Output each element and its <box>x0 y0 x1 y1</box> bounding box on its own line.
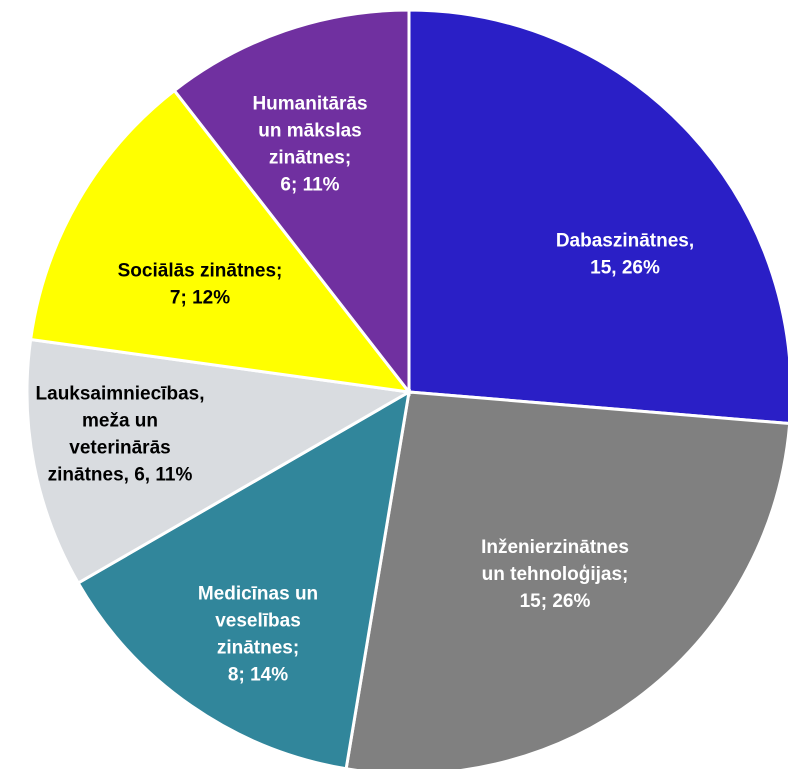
slice-label: zinātnes, 6, 11% <box>48 465 193 486</box>
slice-label: Lauksaimniecības, <box>36 384 205 405</box>
slice-label: meža un <box>82 411 158 432</box>
pie-slice <box>344 390 788 769</box>
slice-label: un mākslas <box>258 121 362 142</box>
slice-label: Dabaszinātnes, <box>556 231 694 252</box>
slice-label: 15, 26% <box>590 258 660 279</box>
slice-label: Medicīnas un <box>198 584 318 605</box>
slice-label: Inženierzinātnes <box>481 537 629 558</box>
slice-label: 7; 12% <box>170 288 230 309</box>
slice-label: 6; 11% <box>280 175 339 196</box>
slice-label: veselības <box>215 611 301 632</box>
slice-label: veterinārās <box>69 438 170 459</box>
slice-label: Sociālās zinātnes; <box>118 261 283 282</box>
slice-label: zinātnes; <box>217 638 299 659</box>
slice-label: 15; 26% <box>520 591 591 612</box>
pie-slice <box>76 389 412 769</box>
slice-label: 8; 14% <box>228 665 288 686</box>
pie-slice <box>28 88 413 394</box>
slice-label: zinātnes; <box>269 148 351 169</box>
slice-label: Humanitārās <box>252 94 367 115</box>
slice-label: un tehnoloģijas; <box>482 564 629 585</box>
pie-slice <box>407 8 788 425</box>
pie-slice <box>25 337 414 586</box>
pie-slice <box>172 8 411 397</box>
